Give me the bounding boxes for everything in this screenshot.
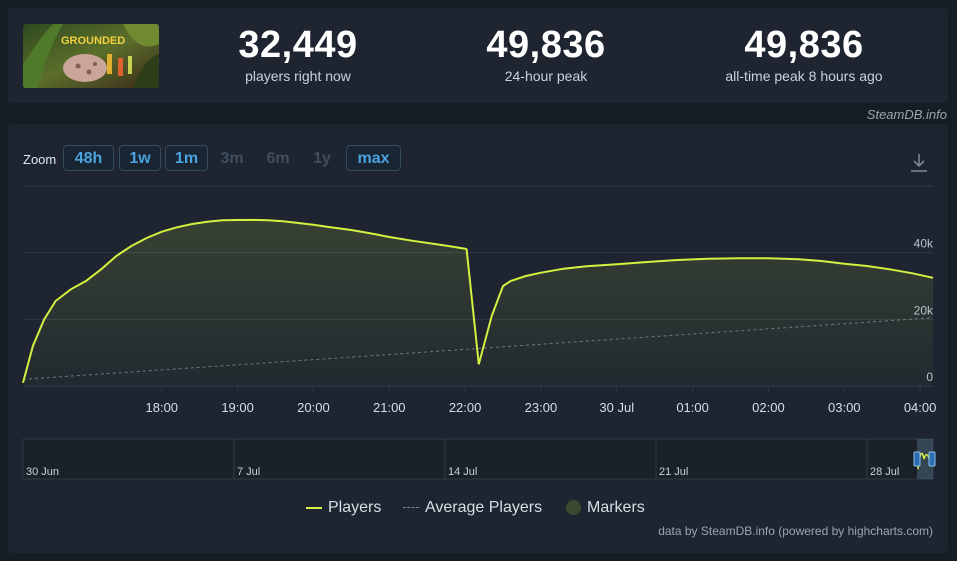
legend-label: Average Players: [425, 499, 543, 516]
x-tick-label: 22:00: [449, 400, 482, 415]
zoom-1y-button: 1y: [313, 150, 331, 167]
stats-panel: GROUNDED 32,449 players right now 49,836…: [8, 8, 948, 103]
download-icon[interactable]: [908, 152, 930, 174]
legend-label: Markers: [587, 499, 645, 516]
stat-label: 24-hour peak: [504, 68, 588, 84]
series-players[interactable]: [22, 218, 934, 383]
x-tick-label: 04:00: [904, 400, 937, 415]
logo-text: GROUNDED: [61, 35, 125, 47]
zoom-max-button[interactable]: max: [346, 145, 401, 171]
legend-item-markers[interactable]: Markers: [566, 499, 645, 517]
legend-item-average-players[interactable]: Average Players: [403, 499, 542, 517]
chart-panel: Zoom 48h 1w 1m 3m 6m 1y max 0 20k 40k 18:00…: [8, 124, 948, 553]
players-area: [23, 219, 933, 386]
navigator-date-label: 28 Jul: [870, 466, 899, 478]
navigator-date-label: 21 Jul: [659, 466, 688, 478]
legend-line-icon: [306, 506, 322, 509]
x-tick-label: 02:00: [752, 400, 785, 415]
stat-value: 49,836: [486, 24, 606, 66]
chart-credit[interactable]: data by SteamDB.info (powered by highcha…: [658, 524, 933, 538]
stat-all-time-peak: 49,836 all-time peak 8 hours ago: [684, 24, 924, 84]
x-tick-label: 20:00: [297, 400, 330, 415]
zoom-6m-button: 6m: [266, 150, 290, 167]
x-tick-label: 01:00: [676, 400, 709, 415]
navigator-date-label: 30 Jun: [26, 466, 59, 478]
x-tick-label: 19:00: [221, 400, 254, 415]
legend-dash-icon: [403, 507, 419, 509]
navigator-left-handle[interactable]: [913, 451, 921, 467]
stat-24h-peak: 49,836 24-hour peak: [426, 24, 666, 84]
zoom-label: Zoom: [23, 152, 57, 167]
x-tick-label: 23:00: [525, 400, 558, 415]
navigator[interactable]: 30 Jun 7 Jul 14 Jul 21 Jul 28 Jul: [22, 438, 936, 480]
zoom-1m-button[interactable]: 1m: [165, 145, 208, 171]
game-art-image: GROUNDED: [23, 24, 159, 88]
legend-item-players[interactable]: Players: [306, 499, 381, 517]
x-tick-label: 21:00: [373, 400, 406, 415]
zoom-3m-button: 3m: [220, 150, 244, 167]
stat-value: 32,449: [238, 24, 358, 66]
y-tick-label: 20k: [914, 303, 934, 317]
legend-label: Players: [328, 499, 382, 516]
x-tick-label: 30 Jul: [599, 400, 634, 415]
x-tick-label: 18:00: [146, 400, 179, 415]
navigator-selection[interactable]: [917, 439, 933, 479]
navigator-right-handle[interactable]: [928, 451, 936, 467]
stat-label: players right now: [245, 68, 351, 84]
game-thumbnail[interactable]: GROUNDED: [23, 24, 159, 88]
y-tick-label: 0: [926, 370, 933, 384]
player-count-chart[interactable]: 0 20k 40k 18:00 19:00 20:00 21:00 22:00 23:00 30 …: [8, 124, 948, 553]
steamdb-credit[interactable]: SteamDB.info: [866, 107, 947, 122]
x-tick-label: 03:00: [828, 400, 861, 415]
stat-players-now: 32,449 players right now: [178, 24, 418, 84]
navigator-date-label: 14 Jul: [448, 466, 477, 478]
zoom-1w-button[interactable]: 1w: [119, 145, 161, 171]
chart-legend: Players Average Players Markers: [8, 499, 948, 519]
stat-label: all-time peak 8 hours ago: [725, 68, 883, 84]
legend-marker-icon: [566, 500, 581, 516]
navigator-track[interactable]: [22, 438, 934, 480]
stat-value: 49,836: [744, 24, 864, 66]
zoom-48h-button[interactable]: 48h: [63, 145, 114, 171]
y-tick-label: 40k: [914, 237, 934, 251]
navigator-date-label: 7 Jul: [237, 466, 260, 478]
